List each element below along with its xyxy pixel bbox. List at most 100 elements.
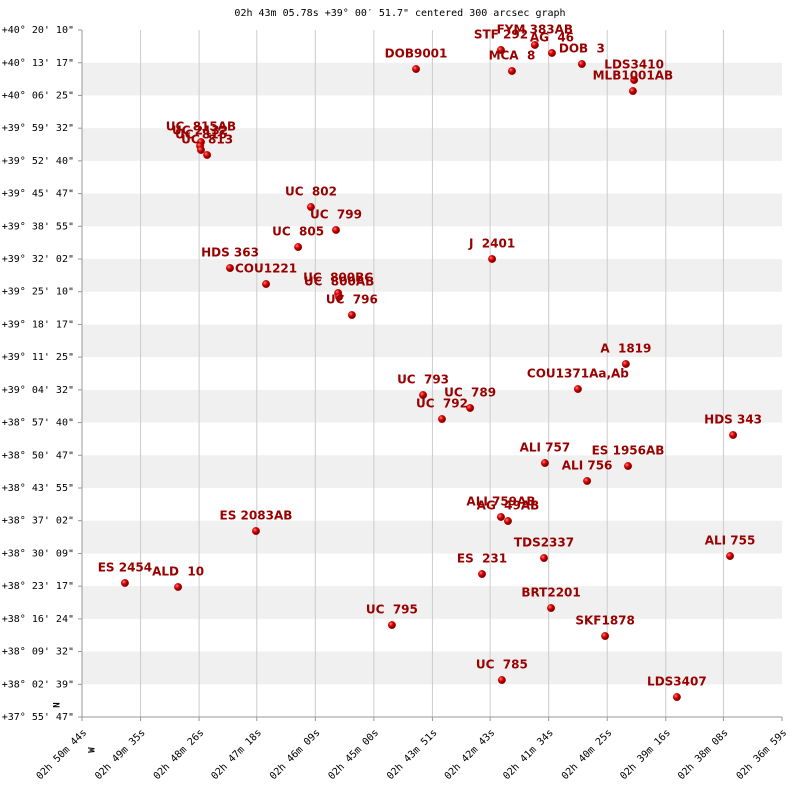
y-tick-label: +39° 52' 40" <box>2 156 74 167</box>
star-label: UC 816 <box>175 127 227 141</box>
star-label: HDS 363 <box>201 246 259 260</box>
star-point <box>577 60 586 68</box>
x-tick-label: 02h 47m 18s <box>209 727 264 782</box>
star-point <box>672 693 681 701</box>
star-point <box>540 554 548 562</box>
y-tick-label: +39° 32' 02" <box>2 254 74 265</box>
y-tick-label: +39° 59' 32" <box>2 123 74 134</box>
x-tick-label: 02h 42m 43s <box>443 727 498 782</box>
star-point <box>630 76 639 84</box>
x-tick-label: 02h 45m 00s <box>327 727 382 782</box>
star-point <box>540 459 549 467</box>
star-point <box>294 243 303 251</box>
star-label: ES 231 <box>457 552 507 566</box>
star-label: COU1221 <box>235 262 297 276</box>
star-label: ES 2083AB <box>220 509 293 523</box>
star-point <box>621 360 630 368</box>
star-label: BRT2201 <box>521 586 580 600</box>
star-label: ES 2454 <box>98 560 152 574</box>
star-point <box>478 570 486 578</box>
star-label: UC 795 <box>366 603 418 617</box>
star-label: ALI 757 <box>520 441 571 455</box>
y-tick-label: +39° 11' 25" <box>2 352 74 363</box>
y-tick-label: +38° 09' 32" <box>2 647 74 658</box>
y-tick-label: +39° 18' 17" <box>2 319 74 330</box>
star-point <box>419 391 428 399</box>
star-point <box>120 579 129 587</box>
star-label: DOB9001 <box>385 47 448 61</box>
star-point <box>504 517 512 525</box>
star-point <box>507 67 516 75</box>
y-tick-label: +39° 38' 55" <box>2 221 74 232</box>
star-point <box>573 385 582 393</box>
x-tick-label: 02h 38m 08s <box>676 727 731 782</box>
y-tick-label: +38° 16' 24" <box>2 614 74 625</box>
star-point <box>307 203 315 211</box>
star-label: UC 805 <box>272 225 324 239</box>
x-tick-label: 02h 36m 59s <box>735 727 790 782</box>
star-point <box>530 41 539 49</box>
star-label: UC 2132 <box>172 123 228 137</box>
star-label: AG 46 <box>530 30 574 44</box>
y-tick-label: +38° 02' 39" <box>2 679 74 690</box>
star-point <box>624 462 632 470</box>
star-label: HDS 343 <box>704 412 762 426</box>
star-point <box>197 146 205 154</box>
y-tick-label: +38° 50' 47" <box>2 450 74 461</box>
star-label: UC 800AB <box>304 274 374 288</box>
star-point <box>601 632 610 640</box>
x-tick-label: 02h 49m 35s <box>93 727 148 782</box>
star-label: LDS3407 <box>647 675 707 689</box>
star-point <box>387 621 396 629</box>
star-label: AG 49AB <box>477 499 540 513</box>
star-point <box>226 264 234 272</box>
x-tick-label: 02h 39m 16s <box>618 727 673 782</box>
y-tick-label: +38° 23' 17" <box>2 581 74 592</box>
star-point <box>488 255 497 263</box>
star-label: ALI 756 <box>562 458 613 472</box>
star-label: UC 800BC <box>303 270 373 284</box>
star-point <box>583 477 592 485</box>
star-label: UC 789 <box>444 385 496 399</box>
star-label: SKF1878 <box>575 614 635 628</box>
star-point <box>466 404 475 412</box>
star-label: UC 815AB <box>166 120 236 134</box>
star-label: COU1371Aa,Ab <box>527 367 629 381</box>
y-tick-label: +39° 45' 47" <box>2 189 74 200</box>
star-label: MCA 8 <box>489 48 536 62</box>
star-label: TDS2337 <box>514 536 574 550</box>
star-point <box>547 604 555 612</box>
star-point <box>252 527 260 535</box>
compass-north: N <box>53 702 63 707</box>
y-tick-label: +40° 06' 25" <box>2 90 74 101</box>
star-point <box>203 151 212 159</box>
star-point <box>174 583 183 591</box>
star-label: MLB1001AB <box>593 69 674 83</box>
star-point <box>628 87 637 95</box>
compass-west: W <box>88 747 98 753</box>
x-tick-label: 02h 40m 25s <box>560 727 615 782</box>
star-point <box>729 431 738 439</box>
star-label: UC 793 <box>397 373 449 387</box>
star-point <box>726 552 734 560</box>
star-point <box>496 46 505 54</box>
star-label: UC 796 <box>326 293 378 307</box>
y-tick-label: +39° 25' 10" <box>2 287 74 298</box>
star-point <box>497 676 506 684</box>
star-label: A 1819 <box>600 341 651 355</box>
x-tick-label: 02h 43m 51s <box>385 727 440 782</box>
star-label: UC 792 <box>416 397 468 411</box>
x-tick-label: 02h 48m 26s <box>152 727 207 782</box>
star-label: J 2401 <box>468 236 515 250</box>
y-tick-label: +38° 43' 55" <box>2 483 74 494</box>
y-tick-label: +40° 13' 17" <box>2 58 74 69</box>
star-label: ALI 759AB <box>466 494 535 508</box>
y-tick-label: +38° 30' 09" <box>2 548 74 559</box>
star-point <box>438 415 446 423</box>
star-label: LDS3410 <box>604 57 664 71</box>
y-tick-label: +38° 37' 02" <box>2 516 74 527</box>
star-label: ES 1956AB <box>592 444 665 458</box>
y-tick-label: +40° 20' 10" <box>2 25 74 36</box>
y-tick-label: +37° 55' 47" <box>2 712 74 723</box>
star-label: ALD 10 <box>152 564 204 578</box>
